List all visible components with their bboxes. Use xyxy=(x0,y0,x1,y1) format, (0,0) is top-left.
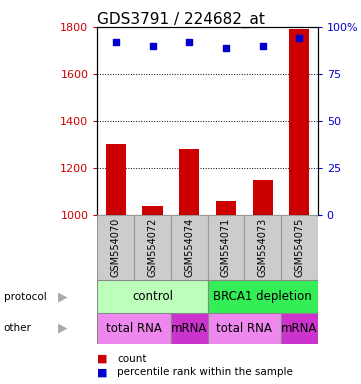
Bar xyxy=(143,206,162,215)
Point xyxy=(113,39,119,45)
Text: ▶: ▶ xyxy=(58,290,68,303)
Bar xyxy=(171,313,208,344)
Bar xyxy=(179,149,199,215)
Text: percentile rank within the sample: percentile rank within the sample xyxy=(117,367,293,377)
Text: other: other xyxy=(4,323,31,333)
Point xyxy=(296,35,302,41)
Bar xyxy=(208,215,244,280)
Point xyxy=(223,45,229,51)
Text: GSM554074: GSM554074 xyxy=(184,218,194,277)
Point xyxy=(186,39,192,45)
Bar xyxy=(97,313,171,344)
Text: ▶: ▶ xyxy=(58,322,68,335)
Bar xyxy=(216,201,236,215)
Bar xyxy=(281,215,318,280)
Text: total RNA: total RNA xyxy=(216,322,272,335)
Point xyxy=(260,43,266,49)
Bar xyxy=(208,313,281,344)
Bar xyxy=(289,29,309,215)
Bar xyxy=(97,280,208,313)
Text: mRNA: mRNA xyxy=(281,322,318,335)
Bar xyxy=(134,215,171,280)
Text: mRNA: mRNA xyxy=(171,322,208,335)
Text: control: control xyxy=(132,290,173,303)
Text: ■: ■ xyxy=(97,354,108,364)
Text: GSM554073: GSM554073 xyxy=(258,218,268,277)
Bar xyxy=(97,215,134,280)
Bar xyxy=(253,180,273,215)
Bar xyxy=(281,313,318,344)
Bar xyxy=(244,215,281,280)
Text: GSM554072: GSM554072 xyxy=(148,218,157,277)
Text: BRCA1 depletion: BRCA1 depletion xyxy=(213,290,312,303)
Text: GSM554071: GSM554071 xyxy=(221,218,231,277)
Text: ■: ■ xyxy=(97,367,108,377)
Point xyxy=(150,43,156,49)
Text: GSM554075: GSM554075 xyxy=(294,218,304,277)
Bar xyxy=(208,280,318,313)
Text: total RNA: total RNA xyxy=(106,322,162,335)
Text: protocol: protocol xyxy=(4,291,46,302)
Text: count: count xyxy=(117,354,147,364)
Bar xyxy=(106,144,126,215)
Text: GDS3791 / 224682_at: GDS3791 / 224682_at xyxy=(96,12,265,28)
Bar xyxy=(171,215,208,280)
Text: GSM554070: GSM554070 xyxy=(111,218,121,277)
